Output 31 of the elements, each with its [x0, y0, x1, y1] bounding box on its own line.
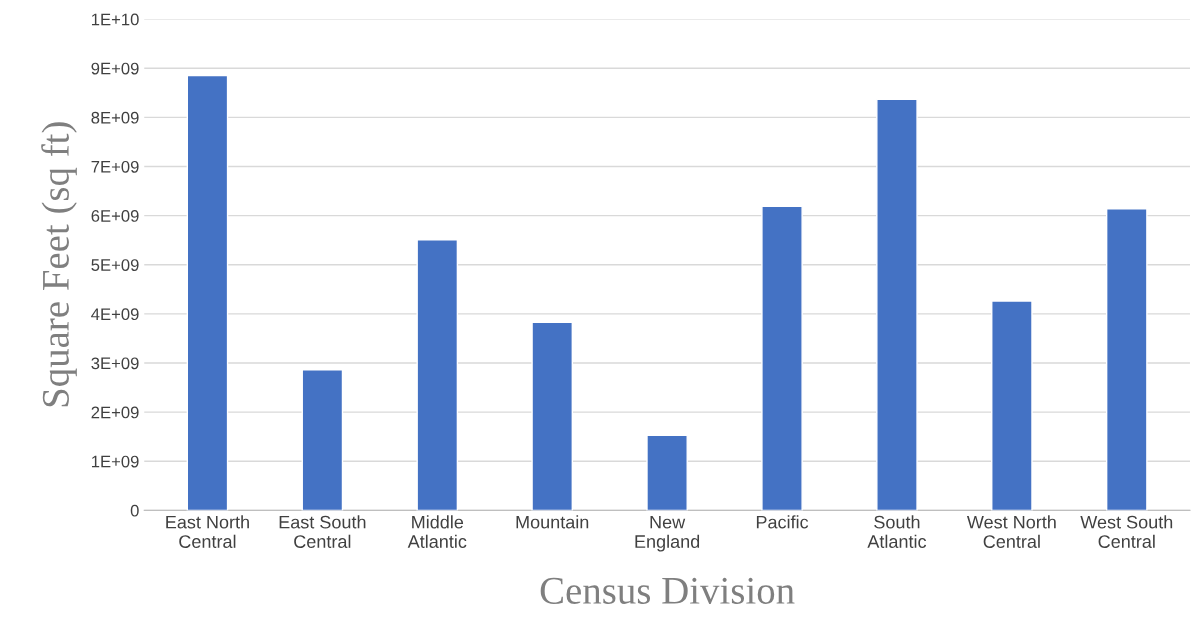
x-tick-label: New England: [635, 515, 700, 552]
bar: [991, 300, 1033, 511]
bar: [876, 98, 918, 511]
y-tick-label: 1E+09: [91, 455, 139, 468]
bar: [186, 74, 229, 511]
x-tick-label: Pacific: [756, 515, 809, 529]
y-tick-label: 4E+09: [91, 308, 139, 321]
y-tick-label: 8E+09: [91, 111, 139, 124]
bar: [761, 205, 803, 511]
y-tick-label: 6E+09: [91, 210, 139, 222]
y-tick-label: 3E+09: [91, 357, 139, 370]
y-tick-label: 2E+09: [91, 406, 139, 419]
y-tick-label: 5E+09: [91, 259, 139, 271]
x-tick-label: South Atlantic: [867, 515, 927, 548]
bar: [416, 239, 459, 511]
x-tick-label: West South Central: [1080, 515, 1173, 548]
x-tick-label: East South Central: [279, 515, 366, 548]
bar: [531, 321, 573, 511]
bar: [646, 434, 688, 511]
x-tick-label: Mountain: [516, 515, 589, 529]
y-tick-label: 1E+10: [91, 13, 139, 26]
y-tick-label: 7E+09: [91, 160, 139, 173]
x-tick-label: East North Central: [166, 515, 249, 548]
y-tick-label: 9E+09: [91, 62, 139, 75]
x-tick-label: West North Central: [966, 515, 1056, 548]
bar: [1105, 208, 1148, 511]
y-tick-label: 0: [130, 504, 139, 517]
x-tick-label: Middle Atlantic: [407, 515, 467, 548]
x-axis-title: Census Division: [540, 577, 795, 604]
bar: [301, 369, 344, 511]
y-axis-title: Square Feet (sq ft): [41, 122, 77, 407]
